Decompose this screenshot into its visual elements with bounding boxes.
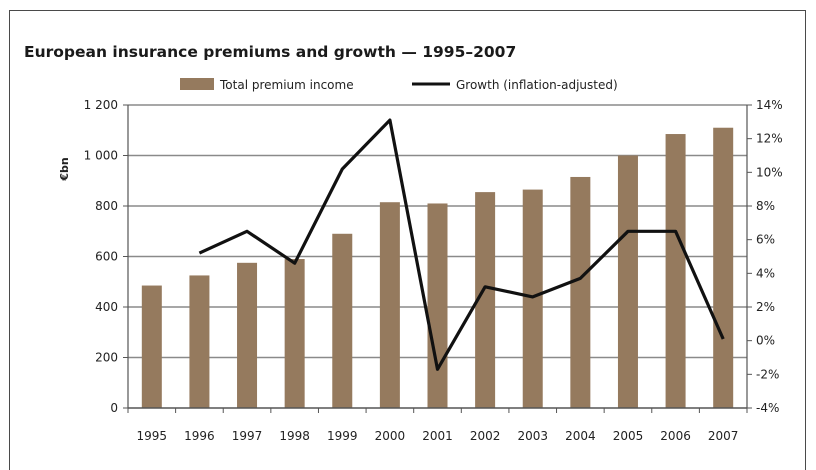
- y-tick-label: 0: [110, 401, 118, 415]
- bar-2007: [713, 127, 734, 408]
- chart-title: European insurance premiums and growth —…: [24, 43, 516, 61]
- bar-2003: [522, 189, 543, 408]
- x-tick-label: 1995: [137, 429, 168, 443]
- bar-2006: [665, 134, 686, 408]
- y2-tick-label: 0%: [756, 334, 775, 348]
- bars: [141, 127, 734, 408]
- bar-2001: [427, 203, 448, 408]
- x-ticks: 1995 1996 1997 1998 1999 2000 2001 2002 2003 2004…: [127, 408, 748, 443]
- y-tick-label: 1 200: [84, 98, 118, 112]
- y-tick-label: 600: [95, 250, 118, 264]
- x-tick-label: 2000: [375, 429, 406, 443]
- x-tick-label: 1996: [184, 429, 215, 443]
- bar-1998: [284, 259, 305, 408]
- y-ticks: 0 200 400 600 800 1 000 1 200: [84, 98, 128, 415]
- growth-line-group: [198, 118, 725, 371]
- x-tick-label: 2001: [422, 429, 453, 443]
- x-tick-label: 2003: [517, 429, 548, 443]
- legend-label-premium: Total premium income: [219, 78, 354, 92]
- x-tick-label: 2005: [613, 429, 644, 443]
- y2-tick-label: 12%: [756, 132, 783, 146]
- bar-2004: [570, 176, 591, 408]
- y-tick-label: 400: [95, 300, 118, 314]
- chart-frame: European insurance premiums and growth —…: [9, 10, 806, 470]
- y-tick-label: 1 000: [84, 149, 118, 163]
- x-tick-label: 2002: [470, 429, 501, 443]
- y2-tick-label: 14%: [756, 98, 783, 112]
- y-axis-label: €bn: [58, 157, 71, 181]
- x-tick-label: 1999: [327, 429, 358, 443]
- y2-tick-label: 4%: [756, 266, 775, 280]
- legend: Total premium income Growth (inflation-a…: [180, 78, 618, 92]
- bar-2000: [379, 202, 400, 408]
- x-tick-label: 1997: [232, 429, 263, 443]
- bar-2002: [475, 192, 496, 408]
- y2-tick-label: -4%: [756, 401, 779, 415]
- y2-tick-label: 10%: [756, 165, 783, 179]
- chart-svg: European insurance premiums and growth —…: [24, 43, 783, 443]
- y2-tick-label: 2%: [756, 300, 775, 314]
- x-tick-label: 2004: [565, 429, 596, 443]
- legend-label-growth: Growth (inflation-adjusted): [456, 78, 618, 92]
- y2-tick-label: -2%: [756, 367, 779, 381]
- y2-ticks: -4% -2% 0% 2% 4% 6% 8% 10% 12% 14%: [747, 98, 783, 415]
- x-tick-label: 2006: [660, 429, 691, 443]
- bar-1995: [141, 285, 162, 408]
- y-tick-label: 800: [95, 199, 118, 213]
- bar-1996: [189, 275, 210, 408]
- bar-2005: [617, 155, 638, 408]
- legend-swatch-premium: [180, 78, 214, 90]
- bar-1999: [332, 233, 353, 408]
- x-tick-label: 2007: [708, 429, 739, 443]
- growth-line: [198, 118, 725, 371]
- y2-tick-label: 6%: [756, 233, 775, 247]
- bar-1997: [237, 262, 258, 408]
- x-tick-label: 1998: [279, 429, 310, 443]
- y-tick-label: 200: [95, 351, 118, 365]
- y2-tick-label: 8%: [756, 199, 775, 213]
